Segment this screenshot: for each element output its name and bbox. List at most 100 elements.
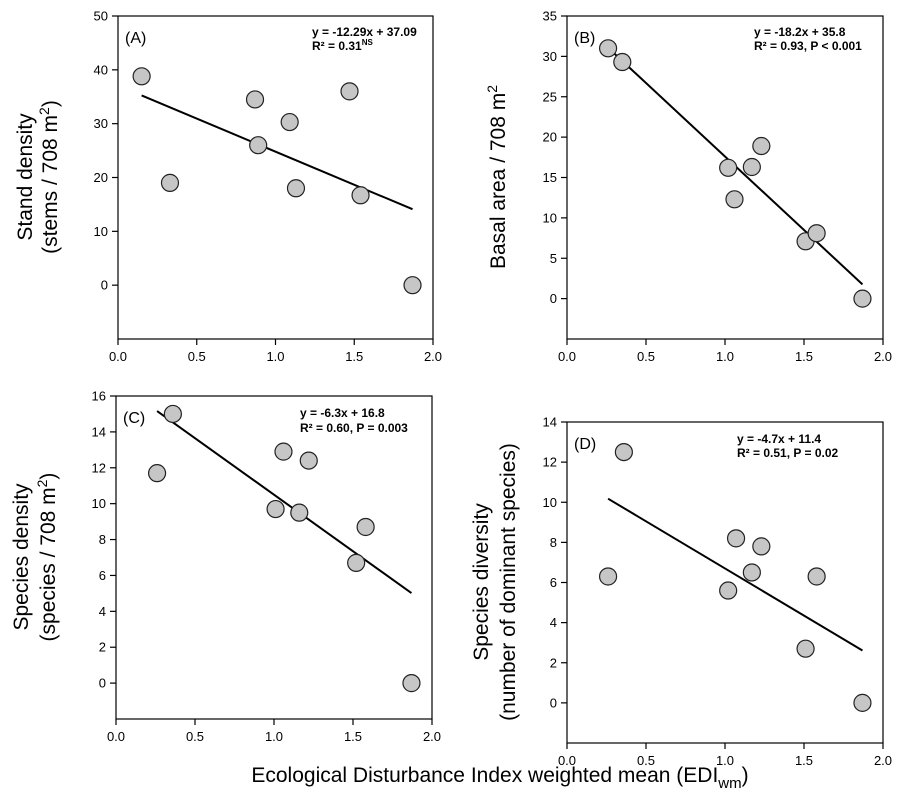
data-point xyxy=(796,639,815,658)
y-tick-label: 14 xyxy=(543,415,557,430)
data-point xyxy=(163,404,182,424)
x-tick-label: 1.0 xyxy=(716,349,734,364)
r-squared-text: R² = 0.93, P < 0.001 xyxy=(754,39,862,53)
data-point xyxy=(274,442,293,461)
r-squared-value: R² = 0.51, P = 0.02 xyxy=(737,446,839,460)
x-tick-label: 1.0 xyxy=(266,349,284,364)
x-tick-label: 1.0 xyxy=(716,753,734,768)
regression-equation: y = -4.7x + 11.4 xyxy=(737,432,821,446)
chart-panel-c: 0.0 0.5 1.0 1.5 2.0 0 2 4 6 8 10 12 14 16 (C) y = -6.3x… xyxy=(10,389,441,745)
x-tick-label: 1.5 xyxy=(795,349,813,364)
data-point xyxy=(726,529,746,548)
y-tick-label: 16 xyxy=(92,389,106,404)
data-point xyxy=(807,567,826,586)
r-squared-value: R² = 0.31 xyxy=(312,39,362,53)
chart-panel-a: 0.0 0.5 1.0 1.5 2.0 0 10 20 30 40 50 (A) y = -12.29x… xyxy=(14,9,442,365)
y-tick-label: 12 xyxy=(543,455,557,470)
y-tick-label: 12 xyxy=(92,460,106,475)
data-point xyxy=(280,112,299,132)
panel-label: (A) xyxy=(125,30,146,47)
y-tick-label: 10 xyxy=(543,495,557,510)
panel-label: (C) xyxy=(123,410,145,427)
regression-equation: y = -6.3x + 16.8 xyxy=(300,406,385,420)
data-point xyxy=(147,464,167,483)
chart-panel-b: 0.0 0.5 1.0 1.5 2.0 0 5 10 15 20 25 30 35 (B) y = -18.… xyxy=(484,9,892,365)
y-tick-label: 10 xyxy=(92,496,106,511)
data-point xyxy=(598,39,618,58)
y-tick-label: 5 xyxy=(550,251,557,266)
chart-panel-d: 0.0 0.5 1.0 1.5 2.0 0 2 4 6 8 10 12 14 (D) y = -4.7x +… xyxy=(470,415,892,769)
regression-line xyxy=(156,410,413,594)
data-point xyxy=(249,136,268,155)
x-tick-label: 0.5 xyxy=(186,729,204,744)
y-tick-label: 0 xyxy=(550,291,557,306)
x-tick-label: 1.5 xyxy=(344,729,362,744)
x-tick-label: 0.5 xyxy=(637,753,655,768)
panel-label: (D) xyxy=(574,436,596,453)
y-axis-title-superscript: 2 xyxy=(484,85,500,93)
data-point xyxy=(719,581,738,600)
y-tick-label: 20 xyxy=(543,130,557,145)
y-axis-title-line1: Basal area / 708 m2 xyxy=(484,85,510,269)
y-tick-label: 14 xyxy=(92,424,106,439)
y-tick-label: 0 xyxy=(550,695,557,710)
x-tick-label: 1.5 xyxy=(795,753,813,768)
data-point xyxy=(614,442,633,462)
y-tick-label: 10 xyxy=(94,224,108,239)
y-tick-label: 0 xyxy=(99,676,106,691)
data-point xyxy=(356,517,375,537)
regression-line xyxy=(141,94,413,211)
data-point xyxy=(598,567,618,586)
data-point xyxy=(742,157,761,177)
x-axis-title-close: ) xyxy=(742,764,749,787)
r-squared-text: R² = 0.60, P = 0.003 xyxy=(300,421,408,435)
data-point xyxy=(853,289,872,308)
y-tick-label: 35 xyxy=(543,9,557,24)
y-tick-label: 0 xyxy=(101,278,108,293)
x-tick-label: 2.0 xyxy=(423,729,441,744)
y-tick-label: 20 xyxy=(94,170,108,185)
regression-line xyxy=(607,497,863,652)
data-point xyxy=(132,67,151,86)
data-point xyxy=(340,82,359,101)
data-point xyxy=(299,451,318,470)
x-tick-label: 1.0 xyxy=(265,729,283,744)
y-axis-title: Stand density (stems / 708 m2) xyxy=(14,100,62,254)
y-tick-label: 6 xyxy=(550,575,557,590)
y-axis-title-line2-main: (species / 708 m xyxy=(37,487,60,641)
x-tick-label: 2.0 xyxy=(424,349,442,364)
y-tick-label: 15 xyxy=(543,170,557,185)
data-point xyxy=(752,537,771,556)
y-tick-label: 4 xyxy=(99,604,106,619)
r-squared-text: R² = 0.51, P = 0.02 xyxy=(737,446,839,460)
x-tick-label: 0.5 xyxy=(637,349,655,364)
y-axis-title-line2: (stems / 708 m2) xyxy=(36,100,62,254)
y-tick-label: 30 xyxy=(543,49,557,64)
data-point xyxy=(290,503,309,522)
y-tick-label: 50 xyxy=(94,9,108,24)
y-tick-label: 2 xyxy=(99,640,106,655)
data-point xyxy=(742,563,761,582)
y-axis-title: Basal area / 708 m2 xyxy=(484,85,510,269)
plot-frame xyxy=(115,395,433,720)
significance-note: NS xyxy=(362,38,374,47)
y-tick-label: 4 xyxy=(550,615,557,630)
y-axis-title-superscript: 2 xyxy=(34,479,50,487)
y-axis-title-line1: Stand density xyxy=(14,113,37,241)
y-tick-label: 6 xyxy=(99,568,106,583)
x-tick-label: 0.5 xyxy=(188,349,206,364)
y-axis-title-close: ) xyxy=(37,473,60,480)
r-squared-value: R² = 0.60, P = 0.003 xyxy=(300,421,408,435)
y-tick-label: 25 xyxy=(543,89,557,104)
data-point xyxy=(613,52,632,72)
y-axis-title: Species diversity (number of dominant spe… xyxy=(470,443,520,721)
data-point xyxy=(402,674,421,693)
y-axis-title-line2-main: (number of dominant species) xyxy=(497,443,520,721)
x-tick-label: 0.0 xyxy=(107,729,125,744)
x-axis-title: Ecological Disturbance Index weighted me… xyxy=(251,764,748,792)
data-point xyxy=(266,499,285,519)
r-squared-text: R² = 0.31NS xyxy=(312,38,373,53)
y-axis-title-line2: (species / 708 m2) xyxy=(34,473,60,642)
y-axis-title-line2: (number of dominant species) xyxy=(497,443,520,721)
